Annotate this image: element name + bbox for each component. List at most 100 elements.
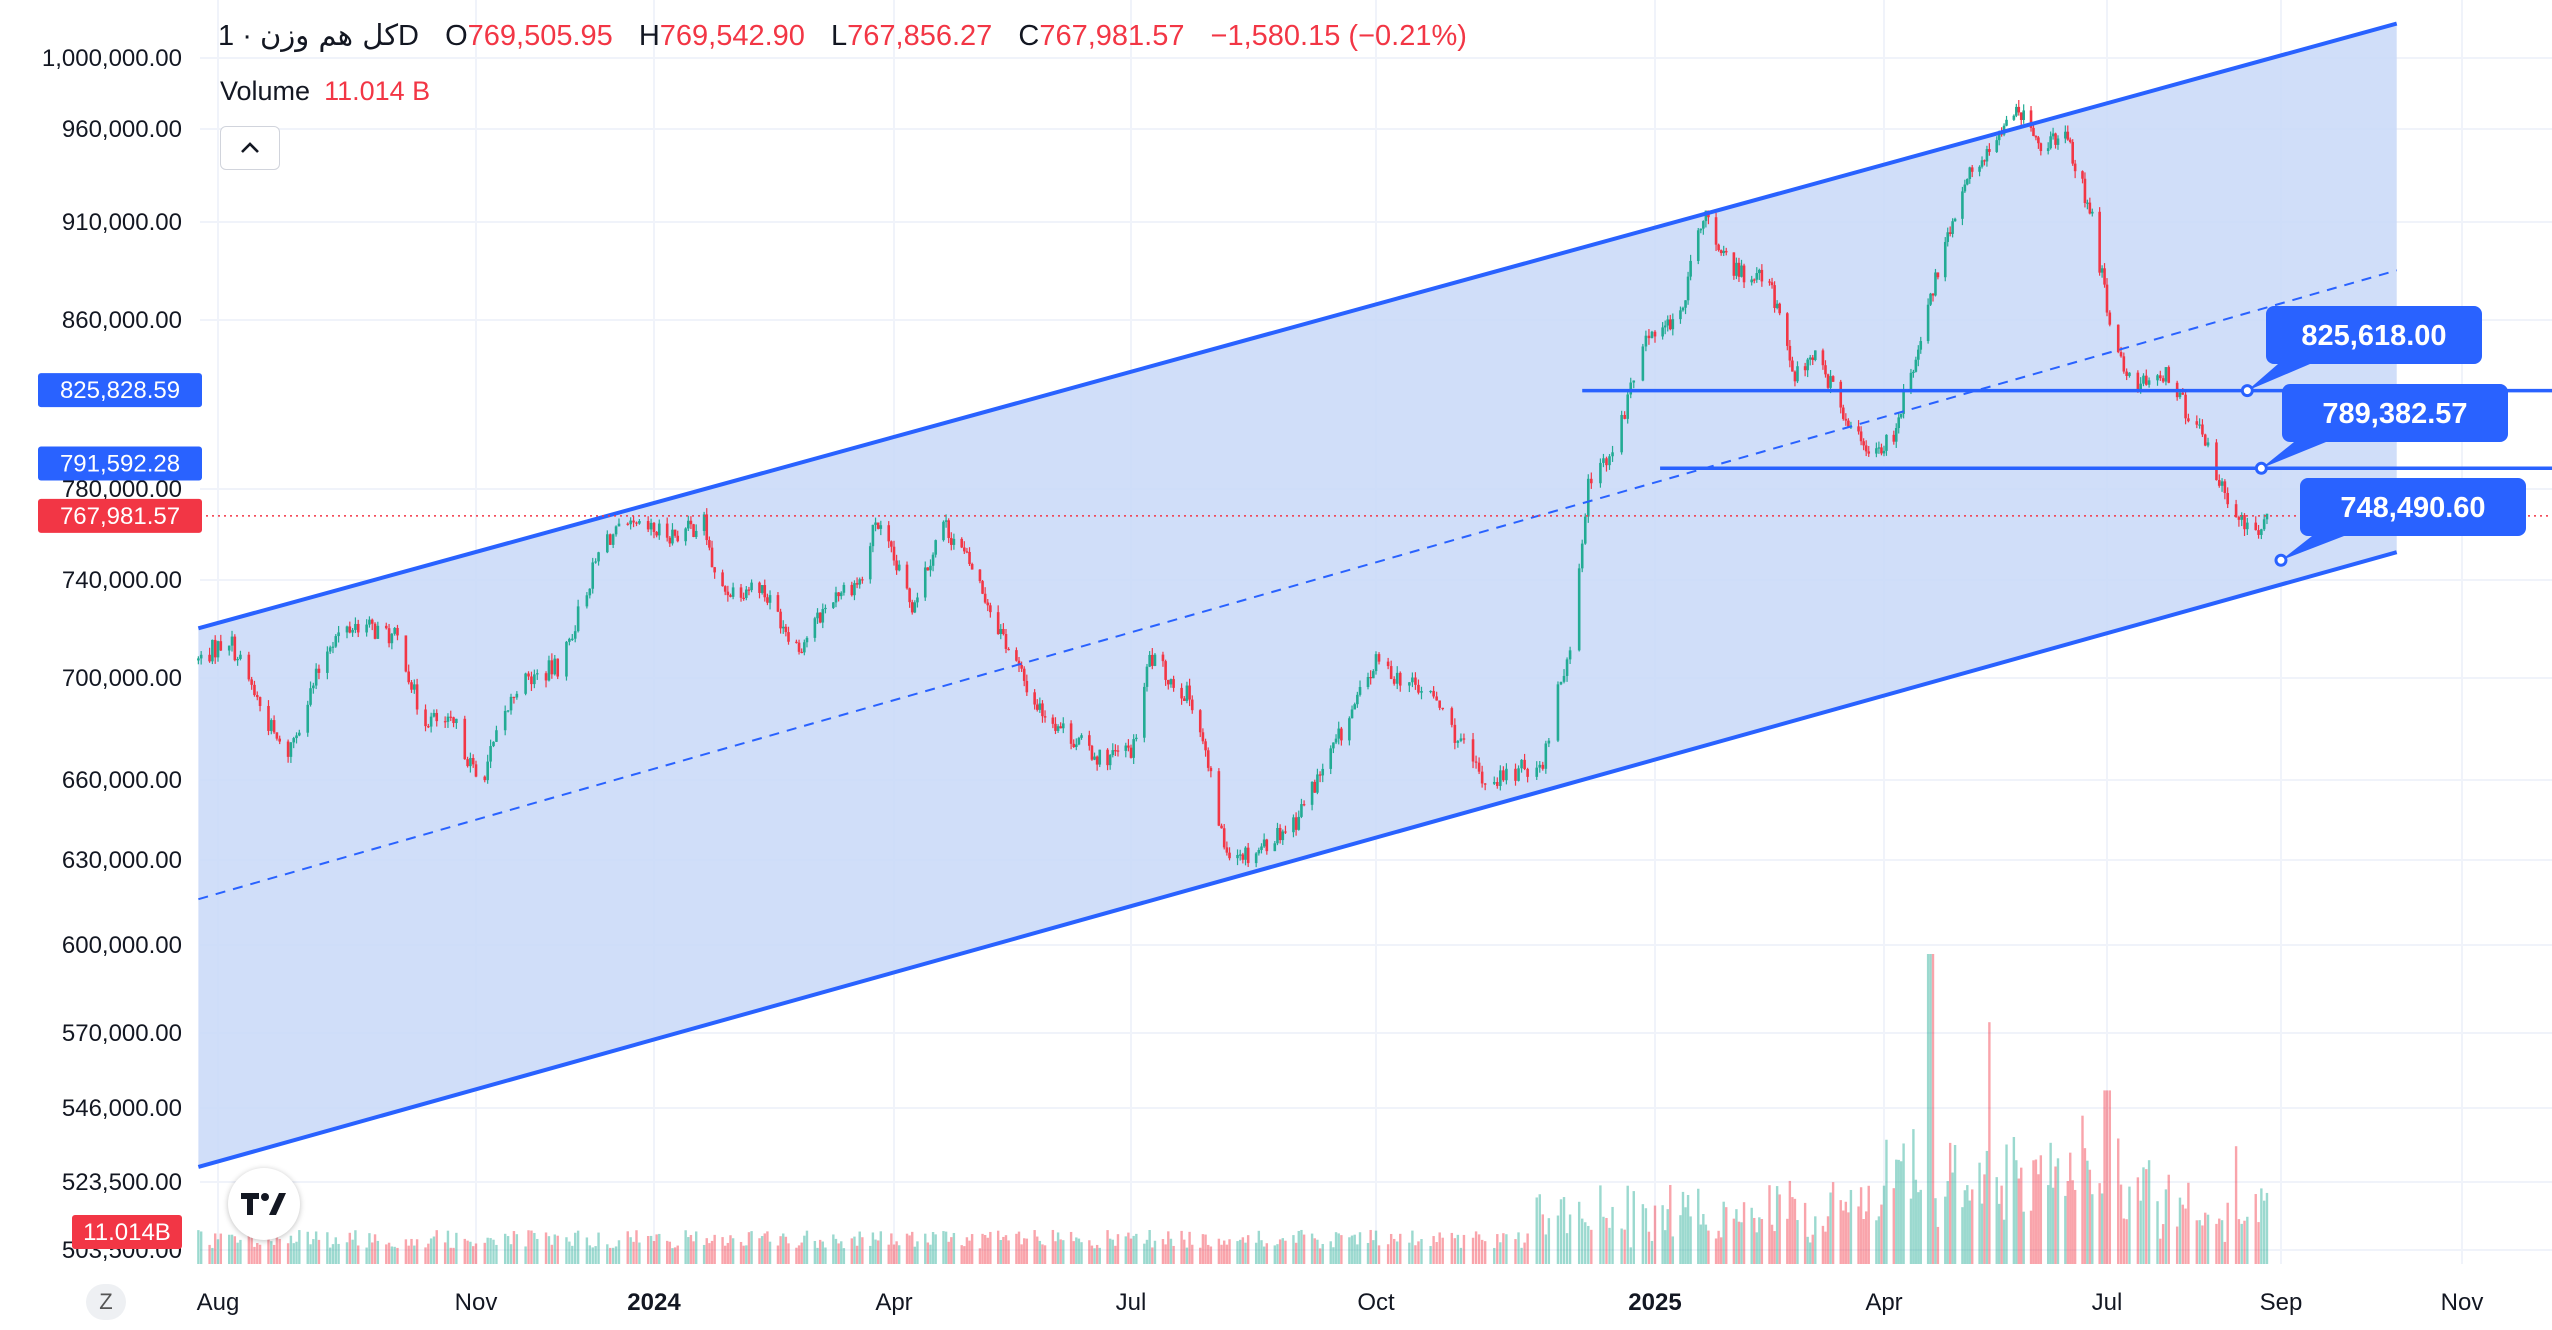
candle-body	[1080, 735, 1083, 738]
volume-bar	[1753, 1217, 1756, 1264]
candle-body	[1811, 357, 1815, 360]
volume-bar	[1587, 1225, 1590, 1264]
volume-bar	[1151, 1247, 1154, 1264]
volume-bar	[2022, 1211, 2025, 1264]
candle-body	[1474, 761, 1478, 763]
candle-body	[702, 514, 706, 531]
volume-bar	[1899, 1161, 1903, 1264]
volume-bar	[2066, 1181, 2069, 1264]
volume-bar	[2254, 1194, 2257, 1264]
candle-body	[1108, 755, 1112, 766]
candle-body	[655, 531, 658, 536]
volume-bar	[1093, 1248, 1096, 1264]
volume-bar	[410, 1238, 413, 1264]
volume-bar	[1803, 1202, 1807, 1264]
candle-body	[2144, 375, 2148, 385]
volume-bar	[710, 1240, 714, 1264]
candle-body	[1106, 749, 1109, 766]
volume-bar	[1023, 1238, 1026, 1264]
volume-bar	[1374, 1230, 1378, 1264]
candle-body	[652, 522, 656, 532]
price-callout[interactable]: 825,618.00	[2240, 306, 2482, 398]
volume-bar	[2128, 1186, 2131, 1264]
volume-bar	[821, 1241, 824, 1264]
candle-body	[2100, 268, 2104, 273]
price-callout[interactable]: 748,490.60	[2274, 478, 2526, 567]
candle-body	[550, 660, 554, 675]
candle-body	[1302, 804, 1306, 806]
y-axis[interactable]: 1,000,000.00 960,000.00 910,000.00 860,000.…	[42, 45, 182, 1264]
volume-bar	[1538, 1194, 1541, 1264]
channel-upper-line[interactable]	[197, 21, 2398, 631]
volume-bar	[1276, 1244, 1279, 1264]
candle-body	[1936, 272, 1940, 278]
candle-body	[306, 704, 310, 733]
candle-body	[1188, 685, 1191, 700]
x-tick-label: 2025	[1628, 1289, 1681, 1316]
y-tick-label: 660,000.00	[62, 767, 182, 794]
channel-mid-line[interactable]	[198, 269, 2397, 901]
collapse-legend-button[interactable]	[220, 126, 280, 170]
x-axis[interactable]: Aug Nov 2024 Apr Jul Oct 2025 Apr Jul Sep Nov	[197, 1289, 2484, 1316]
candle-body	[1180, 687, 1183, 699]
volume-bar	[306, 1231, 309, 1264]
volume-bar	[1829, 1192, 1832, 1264]
candle-body	[726, 591, 730, 596]
candle-body	[1244, 847, 1247, 860]
candle-body	[1892, 434, 1896, 442]
candle-body	[1926, 304, 1930, 342]
x-tick-label: Jul	[2092, 1289, 2123, 1316]
price-series	[197, 100, 2269, 868]
candle-body	[1292, 817, 1295, 833]
candle-body	[1329, 748, 1333, 769]
candle-body	[1116, 750, 1120, 752]
volume-bar	[1297, 1230, 1300, 1264]
volume-bar	[1997, 1203, 2001, 1264]
axis-badge	[38, 446, 202, 481]
candle-body	[269, 720, 273, 731]
candle-body	[729, 595, 732, 597]
volume-bar	[694, 1231, 698, 1264]
callouts[interactable]: 825,618.00 789,382.57 748,490.60	[2240, 306, 2526, 567]
candle-body	[597, 552, 600, 562]
volume-bar	[337, 1243, 340, 1264]
candle-body	[1145, 666, 1149, 687]
volume-bar	[742, 1245, 745, 1264]
candle-body	[1161, 654, 1165, 662]
volume-bar	[574, 1232, 577, 1264]
candle-body	[1350, 709, 1354, 719]
candle-body	[1714, 217, 1718, 245]
volume-bar	[1684, 1207, 1687, 1264]
candle-body	[267, 705, 270, 731]
candle-body	[968, 551, 971, 564]
candle-body	[227, 645, 231, 651]
candle-body	[255, 695, 259, 698]
candle-body	[2257, 530, 2260, 535]
callout-box	[2282, 384, 2508, 442]
volume-bar	[1565, 1233, 1569, 1264]
candle-body	[942, 521, 945, 541]
volume-bar	[2056, 1158, 2060, 1264]
volume-bar	[432, 1236, 436, 1264]
candle-body	[1796, 366, 1799, 382]
volume-bar	[2156, 1201, 2159, 1264]
volume-bar	[665, 1240, 669, 1264]
tradingview-logo[interactable]	[228, 1168, 300, 1240]
volume-bar	[1523, 1242, 1526, 1264]
volume-bar	[887, 1244, 890, 1264]
volume-bar	[2032, 1160, 2035, 1264]
candle-body	[1912, 371, 1915, 374]
candle-body	[384, 625, 388, 629]
channel-lower-line[interactable]	[197, 550, 2398, 1169]
volume-bar	[2260, 1188, 2263, 1264]
volume-bar	[1004, 1235, 1008, 1264]
candle-body	[2068, 139, 2072, 143]
candle-body	[887, 525, 891, 542]
z-button[interactable]: Z	[86, 1284, 126, 1320]
candle-body	[289, 742, 293, 757]
volume-bar	[960, 1245, 963, 1264]
price-callout[interactable]: 789,382.57	[2254, 384, 2508, 475]
candle-body	[617, 523, 621, 527]
volume-bar	[1934, 1198, 1937, 1264]
